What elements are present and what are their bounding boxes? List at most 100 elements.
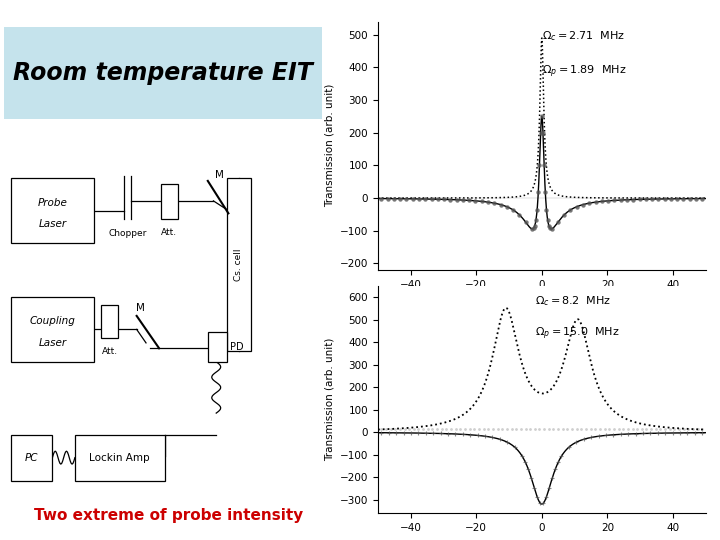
- Point: [590, 424, 601, 433]
- Point: [628, 195, 639, 204]
- Y-axis label: Transmission (arb. unit): Transmission (arb. unit): [324, 84, 334, 207]
- Text: $\Omega_p = 15.0$  MHz: $\Omega_p = 15.0$ MHz: [535, 326, 620, 342]
- Point: [376, 194, 387, 203]
- Point: [464, 430, 476, 439]
- Text: Chopper: Chopper: [108, 230, 146, 239]
- Bar: [161, 184, 178, 219]
- Point: [599, 424, 611, 433]
- Bar: [75, 435, 165, 481]
- Point: [571, 202, 582, 211]
- Point: [487, 424, 499, 433]
- Point: [533, 188, 544, 197]
- Point: [603, 424, 615, 433]
- Point: [689, 428, 701, 437]
- Point: [543, 221, 554, 230]
- Point: [552, 218, 564, 226]
- Point: [422, 424, 433, 433]
- Point: [696, 428, 708, 437]
- Point: [427, 424, 438, 433]
- Point: [520, 458, 531, 467]
- Point: [408, 424, 420, 433]
- Point: [451, 195, 462, 204]
- Point: [571, 424, 582, 433]
- Point: [563, 443, 575, 451]
- X-axis label: $\Delta_{c}$(MHz): $\Delta_{c}$(MHz): [519, 538, 564, 540]
- Point: [645, 424, 657, 433]
- Text: Laser: Laser: [38, 338, 66, 348]
- Point: [678, 194, 689, 203]
- Point: [650, 424, 662, 433]
- Point: [659, 194, 670, 203]
- Point: [426, 195, 437, 204]
- Point: [567, 424, 578, 433]
- Point: [450, 430, 462, 438]
- Bar: [12, 178, 94, 243]
- Point: [660, 424, 671, 433]
- Point: [428, 429, 439, 437]
- Point: [534, 424, 545, 433]
- X-axis label: $\Delta_{c}$(MHz): $\Delta_{c}$(MHz): [519, 295, 564, 309]
- Point: [546, 474, 558, 483]
- Point: [556, 452, 567, 461]
- Point: [492, 424, 503, 433]
- Point: [495, 200, 506, 209]
- Point: [636, 424, 647, 433]
- Text: Cs. cell: Cs. cell: [234, 248, 243, 281]
- Point: [603, 197, 614, 205]
- Point: [501, 202, 513, 211]
- Point: [594, 424, 606, 433]
- Point: [544, 484, 555, 492]
- Bar: [12, 435, 53, 481]
- Point: [640, 195, 652, 204]
- Point: [380, 424, 392, 433]
- Point: [664, 424, 675, 433]
- Text: Lockin Amp: Lockin Amp: [89, 453, 150, 463]
- Point: [593, 432, 604, 441]
- Point: [432, 195, 444, 204]
- Point: [438, 195, 450, 204]
- Point: [376, 428, 387, 437]
- Point: [578, 435, 590, 444]
- FancyBboxPatch shape: [4, 27, 322, 119]
- Point: [482, 424, 494, 433]
- Point: [541, 493, 552, 502]
- Point: [696, 424, 708, 433]
- Point: [383, 428, 395, 437]
- Point: [546, 225, 557, 233]
- Point: [444, 195, 456, 204]
- Point: [531, 205, 543, 214]
- Point: [622, 424, 634, 433]
- Point: [675, 429, 686, 437]
- Point: [376, 424, 387, 433]
- Point: [583, 199, 595, 207]
- Point: [535, 129, 546, 137]
- Point: [615, 195, 626, 204]
- Text: Probe: Probe: [37, 198, 68, 207]
- Point: [534, 499, 546, 508]
- Point: [627, 424, 639, 433]
- Text: PD: PD: [230, 342, 244, 352]
- Point: [672, 194, 683, 203]
- Point: [608, 196, 620, 205]
- Point: [608, 430, 619, 439]
- Point: [459, 424, 471, 433]
- Point: [413, 424, 424, 433]
- Text: Att.: Att.: [161, 228, 177, 237]
- Point: [413, 194, 425, 203]
- Point: [528, 484, 540, 492]
- Point: [442, 429, 454, 438]
- Point: [405, 429, 417, 437]
- Point: [413, 429, 424, 437]
- Point: [418, 424, 429, 433]
- Point: [683, 424, 694, 433]
- Point: [531, 493, 543, 502]
- Point: [515, 424, 526, 433]
- Point: [523, 465, 534, 474]
- Point: [399, 424, 410, 433]
- Point: [502, 438, 513, 447]
- Point: [615, 430, 626, 438]
- Point: [690, 194, 702, 203]
- Point: [505, 424, 517, 433]
- Point: [473, 424, 485, 433]
- Point: [630, 429, 642, 438]
